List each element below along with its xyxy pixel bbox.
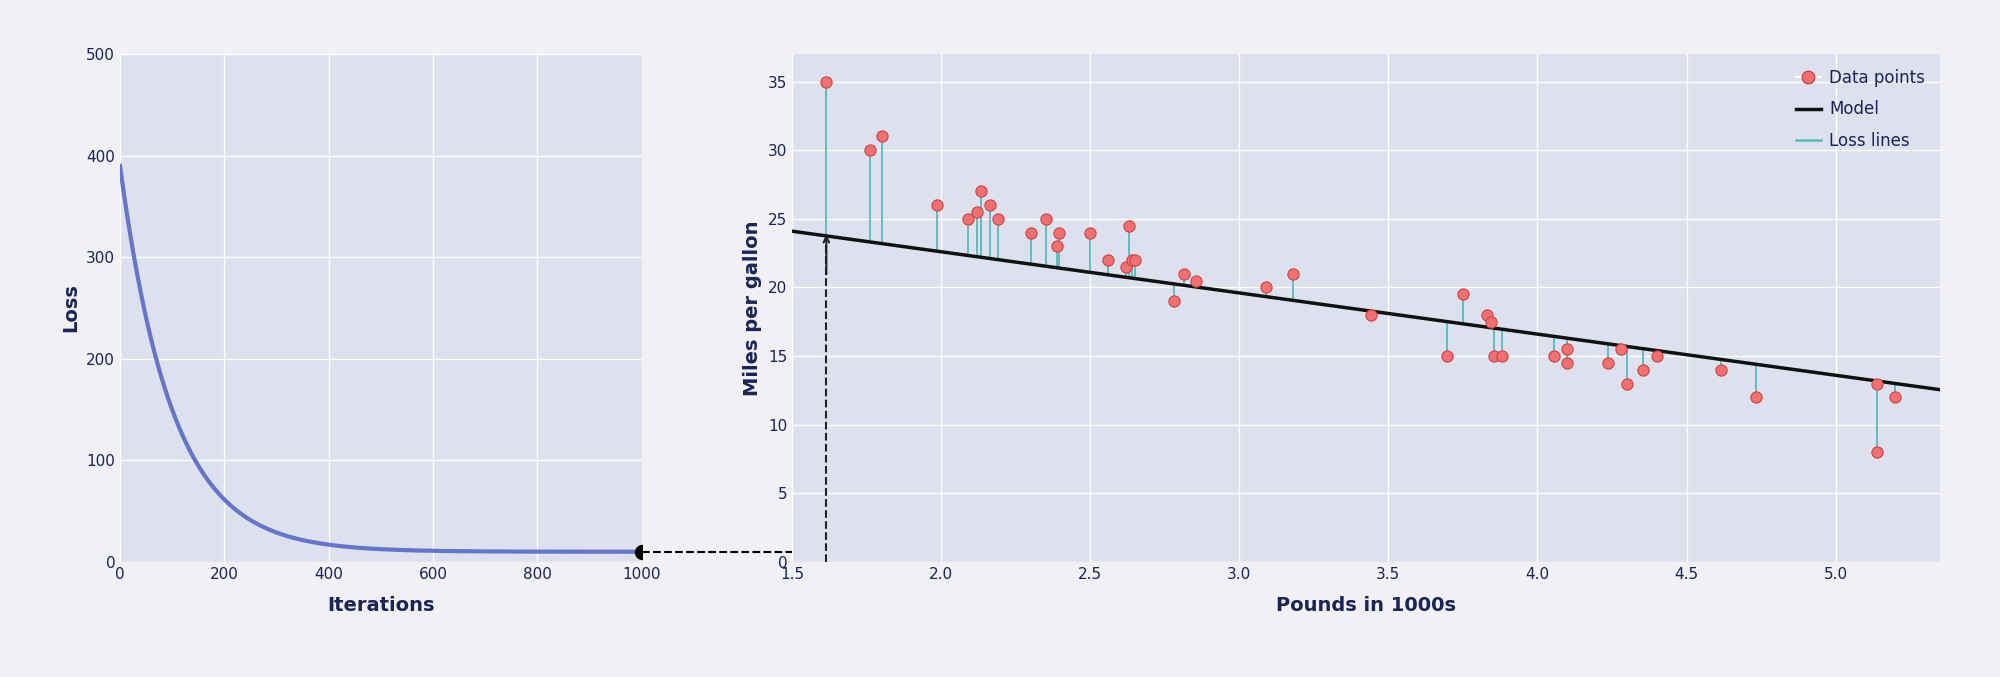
Point — [1074, 227, 1106, 238]
Point — [810, 77, 842, 87]
Point — [1880, 392, 1912, 403]
Point — [1552, 357, 1584, 368]
Point — [1604, 344, 1636, 355]
Point — [1592, 357, 1624, 368]
Point — [1250, 282, 1282, 293]
Point — [920, 200, 952, 211]
Y-axis label: Miles per gallon: Miles per gallon — [744, 220, 762, 396]
Point — [1110, 261, 1142, 272]
Point — [1862, 447, 1894, 458]
Point — [1740, 392, 1772, 403]
Point — [1476, 316, 1508, 327]
Point — [966, 186, 998, 197]
Point — [1158, 296, 1190, 307]
Point — [1628, 364, 1660, 375]
Point — [1486, 351, 1518, 362]
Point — [1538, 351, 1570, 362]
Point — [1276, 268, 1308, 279]
Point — [1112, 220, 1144, 231]
X-axis label: Pounds in 1000s: Pounds in 1000s — [1276, 596, 1456, 615]
Point — [974, 200, 1006, 211]
Point — [1014, 227, 1046, 238]
Point — [1430, 351, 1462, 362]
Point — [1042, 241, 1074, 252]
Point — [1862, 378, 1894, 389]
Point — [960, 206, 992, 217]
Point — [952, 213, 984, 224]
Legend: Data points, Model, Loss lines: Data points, Model, Loss lines — [1790, 62, 1932, 156]
Point — [1042, 227, 1074, 238]
Point — [1478, 351, 1510, 362]
Point — [854, 145, 886, 156]
Point — [626, 546, 658, 557]
Point — [1470, 309, 1502, 320]
Point — [982, 213, 1014, 224]
Point — [1552, 344, 1584, 355]
X-axis label: Iterations: Iterations — [328, 596, 434, 615]
Point — [1030, 213, 1062, 224]
Point — [1116, 255, 1148, 265]
Point — [1180, 275, 1212, 286]
Point — [1640, 351, 1672, 362]
Point — [1092, 255, 1124, 265]
Point — [1354, 309, 1386, 320]
Point — [866, 131, 898, 142]
Point — [1610, 378, 1642, 389]
Y-axis label: Loss: Loss — [62, 284, 80, 332]
Point — [1118, 255, 1150, 265]
Point — [1704, 364, 1736, 375]
Point — [1168, 268, 1200, 279]
Point — [1446, 289, 1478, 300]
